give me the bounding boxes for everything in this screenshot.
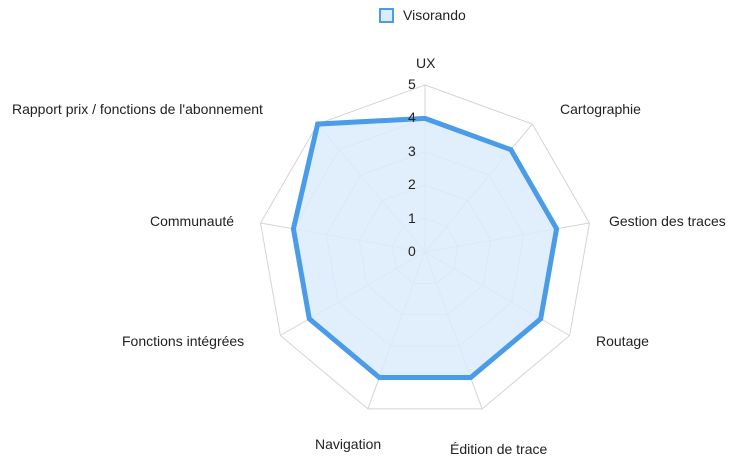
tick-label: 5 — [408, 76, 416, 92]
axis-label: Routage — [596, 333, 649, 349]
tick-label: 1 — [408, 209, 416, 226]
axis-label: Navigation — [315, 436, 382, 452]
axis-label: Fonctions intégrées — [122, 333, 245, 349]
legend-label: Visorando — [403, 7, 466, 23]
axis-label: Édition de trace — [450, 441, 548, 457]
axis-label: UX — [416, 55, 436, 71]
axis-label: Communauté — [150, 213, 235, 229]
legend[interactable]: Visorando — [379, 7, 466, 23]
legend-swatch-icon — [379, 7, 394, 23]
tick-label: 3 — [408, 142, 416, 159]
tick-label: 4 — [408, 109, 416, 126]
axis-label: Gestion des traces — [609, 213, 726, 229]
tick-label: 0 — [408, 243, 416, 259]
axis-label: Rapport prix / fonctions de l'abonnement — [12, 101, 263, 117]
axis-label: Cartographie — [560, 101, 641, 117]
tick-label: 2 — [408, 176, 416, 193]
grid-ring — [260, 84, 590, 410]
series-visorando[interactable] — [290, 115, 560, 381]
